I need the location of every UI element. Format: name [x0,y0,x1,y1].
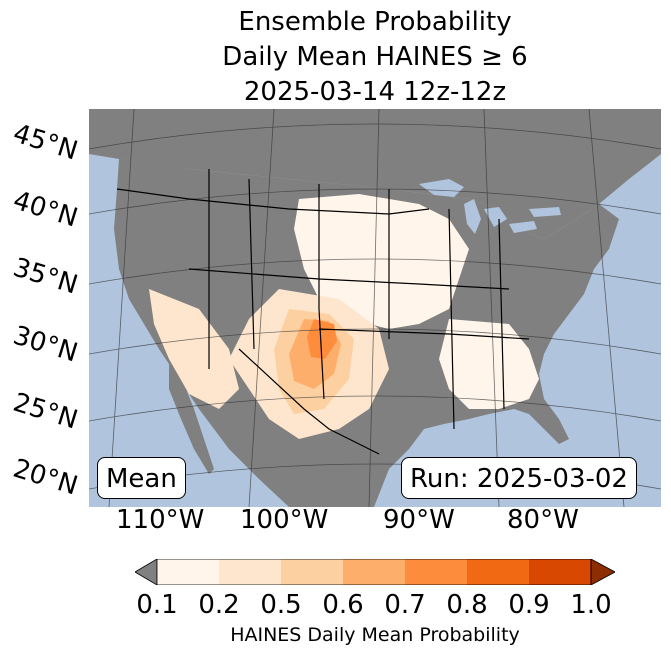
prob-region-low [294,194,469,329]
baja-land [169,364,214,474]
lon-label-80: 80°W [507,505,579,535]
lon-label-90: 90°W [383,505,455,535]
colorbar-bin-5 [405,559,467,585]
state-borders [116,169,530,455]
colorbar-bin-2 [219,559,281,585]
cbar-tick-1: 0.2 [198,590,240,620]
great-lakes [419,179,561,234]
cbar-tick-0: 0.1 [136,590,178,620]
probability-map [89,109,661,507]
cbar-tick-7: 1.0 [570,590,612,620]
prob-region-sw [149,289,239,409]
colorbar-bin-7 [529,559,591,585]
colorbar-bin-4 [343,559,405,585]
colorbar-over-arrow [590,559,615,585]
title-line-2: Daily Mean HAINES ≥ 6 [222,42,528,72]
lat-label-20: 20°N [9,453,82,502]
lat-label-25: 25°N [9,387,82,436]
title-line-1: Ensemble Probability [238,7,512,37]
canada-land [89,109,661,239]
colorbar-bin-3 [281,559,343,585]
cbar-tick-6: 0.9 [508,590,550,620]
cbar-tick-3: 0.6 [322,590,364,620]
lon-label-100: 100°W [240,505,329,535]
lat-label-30: 30°N [9,320,82,369]
lon-label-110: 110°W [116,505,205,535]
cbar-tick-4: 0.7 [384,590,426,620]
cbar-tick-5: 0.8 [446,590,488,620]
colorbar-bin-1 [157,559,219,585]
prob-region-low-east [439,319,539,409]
title-line-3: 2025-03-14 12z-12z [243,77,507,107]
cbar-tick-2: 0.5 [260,590,302,620]
colorbar [135,559,615,585]
colorbar-bin-6 [467,559,529,585]
run-label-box: Run: 2025-03-02 [401,457,637,499]
colorbar-under-arrow [135,559,158,585]
colorbar-frame [156,559,592,585]
stat-label-box: Mean [97,457,186,499]
lat-label-45: 45°N [9,118,82,167]
colorbar-label: HAINES Daily Mean Probability [230,624,520,646]
lat-label-40: 40°N [9,185,82,234]
lat-label-35: 35°N [9,252,82,301]
